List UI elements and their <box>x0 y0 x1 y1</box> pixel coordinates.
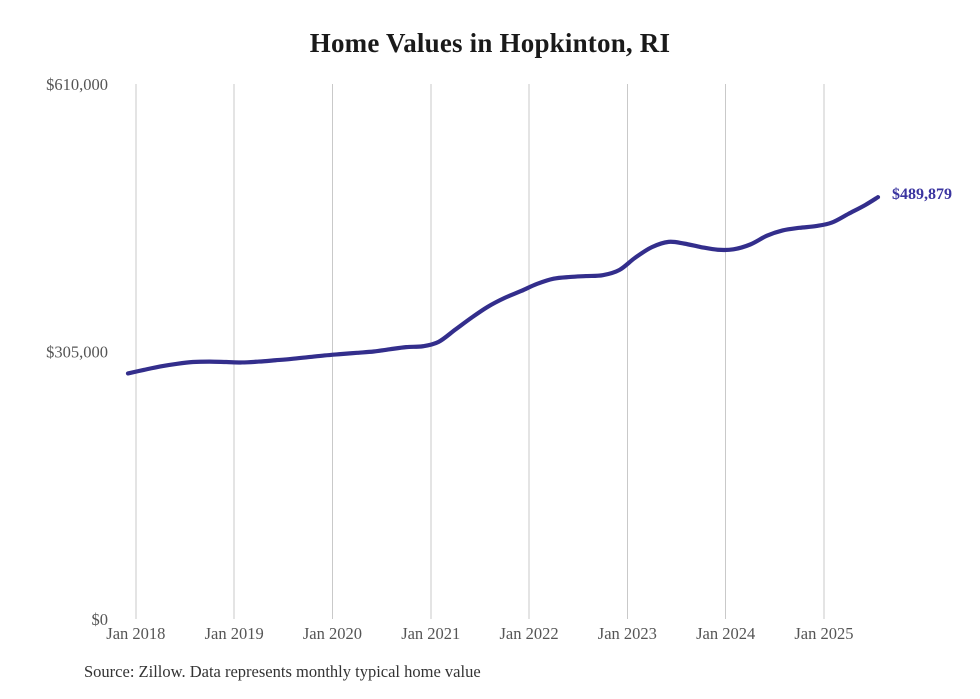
page-title: Home Values in Hopkinton, RI <box>309 28 671 58</box>
x-axis-tick-labels: Jan 2018 Jan 2019 Jan 2020 Jan 2021 Jan 2022… <box>106 624 853 643</box>
x-tick-label: Jan 2019 <box>205 624 264 643</box>
x-tick-label: Jan 2021 <box>401 624 460 643</box>
x-tick-label: Jan 2023 <box>598 624 657 643</box>
x-tick-label: Jan 2022 <box>499 624 558 643</box>
source-note: Source: Zillow. Data represents monthly … <box>84 662 481 681</box>
y-axis-tick-labels: $610,000 $305,000 $0 <box>46 75 108 629</box>
y-tick-label: $305,000 <box>46 343 108 362</box>
y-tick-label: $610,000 <box>46 75 108 94</box>
x-tick-label: Jan 2018 <box>106 624 165 643</box>
y-tick-label: $0 <box>92 610 109 629</box>
home-value-line-series <box>125 195 881 376</box>
gridlines <box>135 84 825 619</box>
x-tick-label: Jan 2024 <box>696 624 755 643</box>
x-tick-label: Jan 2025 <box>794 624 853 643</box>
end-point-value-label: $489,879 <box>892 186 952 203</box>
x-tick-label: Jan 2020 <box>303 624 362 643</box>
